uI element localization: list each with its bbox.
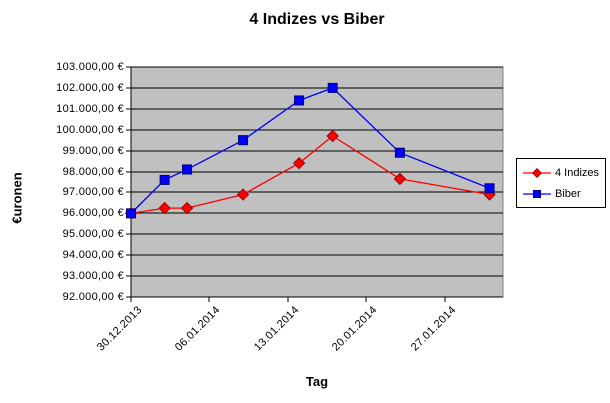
legend-label: 4 Indizes (555, 166, 600, 179)
marker-4-indizes (158, 201, 171, 215)
marker-biber (294, 95, 305, 106)
marker-biber (125, 208, 137, 219)
marker-biber (327, 82, 338, 93)
marker-biber (484, 183, 495, 194)
marker-biber (238, 135, 249, 146)
marker-4-indizes (236, 188, 250, 201)
y-tick-label: 100.000,00 € (56, 123, 124, 136)
legend-swatch-4-indizes (523, 167, 551, 178)
y-tick-label: 101.000,00 € (56, 102, 124, 115)
legend-marker-4-indizes (531, 167, 543, 178)
legend-swatch-biber (523, 189, 551, 198)
y-tick-label: 97.000,00 € (62, 186, 124, 199)
y-tick-label: 94.000,00 € (62, 249, 124, 262)
legend-marker-biber (532, 189, 542, 198)
legend-item-biber[interactable]: Biber (522, 183, 605, 204)
legend-item-4-indizes[interactable]: 4 Indizes (522, 162, 605, 183)
legend[interactable]: 4 Indizes Biber (516, 158, 606, 208)
marker-biber (159, 174, 170, 185)
y-tick-label: 103.000,00 € (56, 61, 124, 73)
y-tick-label: 95.000,00 € (62, 228, 124, 241)
chart-title: 4 Indizes vs Biber (249, 11, 385, 28)
y-tick-label: 102.000,00 € (56, 81, 124, 94)
plot-area[interactable] (130, 66, 504, 298)
y-tick-label: 99.000,00 € (62, 144, 124, 157)
y-tick-label: 92.000,00 € (62, 291, 124, 303)
y-tick-label: 93.000,00 € (62, 270, 124, 283)
marker-biber (394, 147, 405, 158)
y-tick-label: 98.000,00 € (62, 165, 124, 178)
marker-4-indizes (326, 129, 339, 143)
legend-label: Biber (555, 187, 581, 200)
marker-4-indizes (180, 201, 194, 215)
marker-4-indizes (292, 156, 306, 170)
x-axis-title: Tag (305, 374, 329, 389)
y-tick-label: 96.000,00 € (62, 207, 124, 220)
marker-biber (182, 164, 193, 175)
marker-4-indizes (393, 172, 407, 186)
